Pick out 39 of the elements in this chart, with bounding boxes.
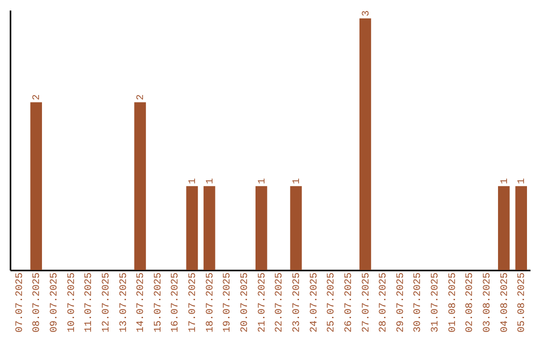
x-tick-label: 05.08.2025 [517,272,528,333]
x-tick-label: 14.07.2025 [136,272,148,333]
x-tick-label: 16.07.2025 [170,272,182,333]
x-tick-label: 28.07.2025 [378,272,390,333]
x-tick-label: 13.07.2025 [118,272,130,333]
data-label: 1 [500,178,511,184]
x-tick-label: 04.08.2025 [500,272,511,333]
data-label: 3 [361,10,372,16]
x-tick-label: 01.08.2025 [448,272,459,333]
x-tick-label: 27.07.2025 [361,272,372,333]
x-tick-label: 09.07.2025 [49,272,60,333]
x-tick-label: 30.07.2025 [413,272,424,333]
x-tick-label: 18.07.2025 [205,272,216,333]
x-tick-label: 15.07.2025 [153,272,164,333]
data-label: 2 [32,94,44,100]
x-tick-label: 22.07.2025 [274,272,286,333]
data-label: 2 [136,94,148,100]
x-tick-label: 31.07.2025 [430,272,442,333]
data-label: 1 [205,178,216,184]
x-tick-label: 08.07.2025 [32,272,44,333]
data-label: 1 [257,178,268,184]
x-tick-label: 21.07.2025 [257,272,268,333]
x-tick-label: 25.07.2025 [326,272,338,333]
x-tick-label: 10.07.2025 [66,272,78,333]
data-label: 1 [517,178,528,184]
x-tick-label: 29.07.2025 [396,272,407,333]
x-tick-label: 17.07.2025 [188,272,200,333]
x-tick-label: 07.07.2025 [14,272,26,333]
x-tick-label: 20.07.2025 [240,272,252,333]
x-tick-label: 12.07.2025 [101,272,112,333]
x-tick-label: 11.07.2025 [84,272,96,333]
data-label: 1 [292,178,303,184]
data-label: 1 [188,178,200,184]
x-tick-label: 19.07.2025 [222,272,234,333]
x-tick-label: 23.07.2025 [292,272,303,333]
x-tick-label: 24.07.2025 [309,272,320,333]
x-tick-label: 02.08.2025 [465,272,476,333]
x-tick-label: 03.08.2025 [482,272,494,333]
x-tick-label: 26.07.2025 [344,272,355,333]
